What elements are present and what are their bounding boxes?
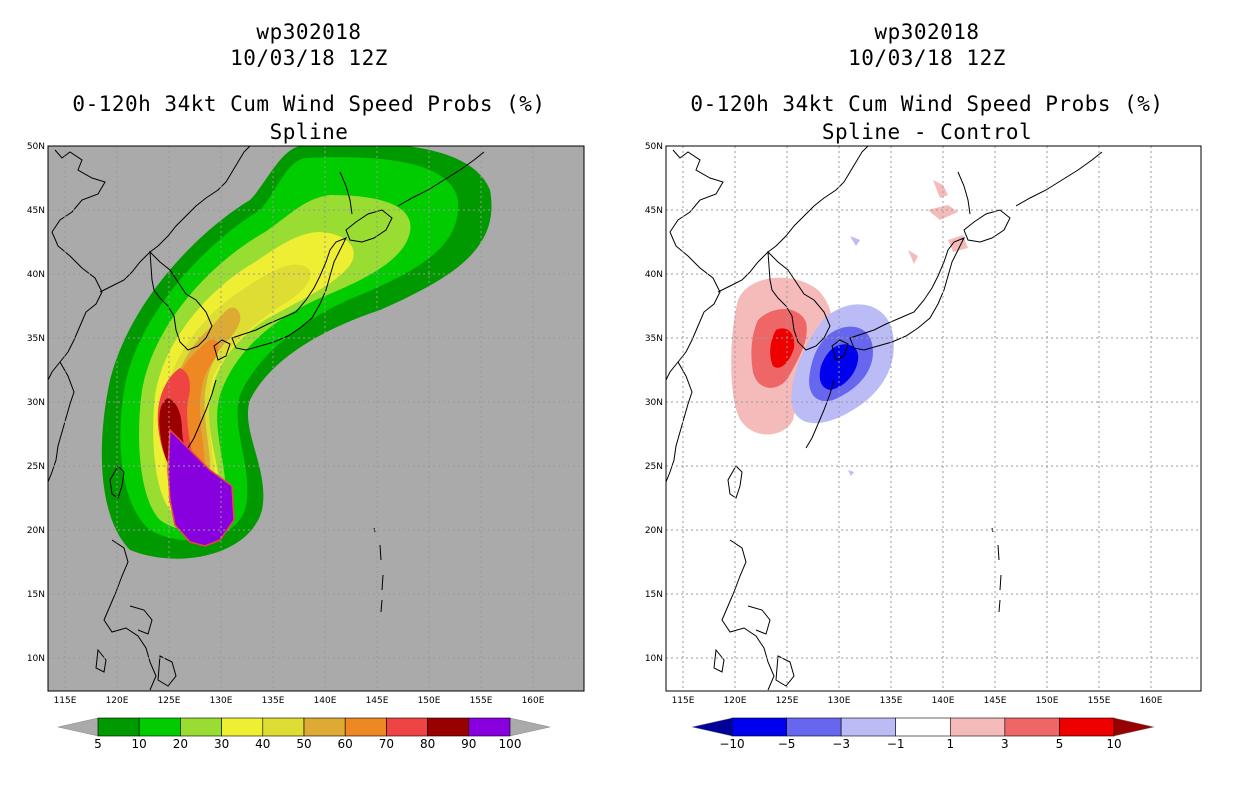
lat-tick-label: 35N (27, 334, 45, 344)
lon-tick-label: 125E (158, 696, 181, 706)
lon-tick-label: 155E (470, 696, 493, 706)
right-title-method: Spline - Control (821, 120, 1033, 144)
colorbar-swatch (180, 717, 222, 737)
colorbar-label: 50 (296, 737, 311, 751)
lon-tick-label: 150E (1036, 696, 1059, 706)
lon-tick-label: 135E (262, 696, 285, 706)
lon-tick-label: 140E (932, 696, 955, 706)
colorbar-label: −5 (778, 737, 796, 751)
lat-tick-label: 30N (27, 398, 45, 408)
lat-tick-label: 35N (645, 334, 663, 344)
colorbar-swatch (303, 717, 346, 737)
colorbar-label: 60 (338, 737, 353, 751)
lon-tick-label: 120E (724, 696, 747, 706)
lat-tick-label: 50N (27, 142, 45, 152)
lat-tick-label: 20N (645, 526, 663, 536)
lon-tick-label: 145E (984, 696, 1007, 706)
colorbar-low-triangle (57, 717, 99, 737)
colorbar-label: −1 (887, 737, 905, 751)
left-title-storm: wp302018 (256, 20, 362, 44)
lon-tick-label: 130E (828, 696, 851, 706)
lat-tick-label: 40N (27, 270, 45, 280)
right-gridlines (666, 146, 1201, 691)
lat-tick-label: 20N (27, 526, 45, 536)
lon-tick-label: 140E (314, 696, 337, 706)
colorbar-swatch (138, 717, 181, 737)
right-map (665, 145, 1202, 692)
left-title-method: Spline (269, 120, 349, 144)
lon-tick-label: 115E (54, 696, 77, 706)
lat-tick-label: 40N (645, 270, 663, 280)
left-title-date: 10/03/18 12Z (230, 46, 388, 70)
lat-tick-label: 15N (645, 590, 663, 600)
left-axis-labels: 115E 120E 125E 130E 135E 140E 145E 150E 155E 160E… (27, 142, 545, 706)
lat-tick-label: 10N (645, 654, 663, 664)
colorbar-label: −10 (719, 737, 744, 751)
right-title-storm: wp302018 (874, 20, 980, 44)
colorbar-swatch (949, 717, 1006, 737)
lon-tick-label: 150E (418, 696, 441, 706)
lat-tick-label: 45N (645, 206, 663, 216)
colorbar-swatch (344, 717, 387, 737)
colorbar-label: 5 (1056, 737, 1064, 751)
colorbar-swatch (468, 717, 511, 737)
colorbar-label: 10 (1106, 737, 1121, 751)
colorbar-swatch (840, 717, 897, 737)
right-title-date: 10/03/18 12Z (848, 46, 1006, 70)
lat-tick-label: 45N (27, 206, 45, 216)
right-axis-labels: 115E 120E 125E 130E 135E 140E 145E 150E 155E 160E… (645, 142, 1163, 706)
lat-tick-label: 25N (645, 462, 663, 472)
lon-tick-label: 145E (366, 696, 389, 706)
left-map-frame (47, 145, 585, 692)
right-colorbar: −10 −5 −3 −1 1 3 5 10 (691, 717, 1155, 751)
colorbar-swatch (221, 717, 264, 737)
lat-tick-label: 30N (645, 398, 663, 408)
colorbar-low-triangle (691, 717, 733, 737)
lon-tick-label: 115E (672, 696, 695, 706)
colorbar-label: −3 (832, 737, 850, 751)
colorbar-label: 70 (379, 737, 394, 751)
lon-tick-label: 135E (880, 696, 903, 706)
colorbar-label: 5 (94, 737, 102, 751)
colorbar-label: 30 (214, 737, 229, 751)
colorbar-swatch (731, 717, 787, 737)
contour-90 (167, 428, 235, 547)
colorbar-swatch (262, 717, 305, 737)
left-probability-contours (48, 146, 584, 691)
lon-tick-label: 130E (210, 696, 233, 706)
lat-tick-label: 15N (27, 590, 45, 600)
colorbar-label: 10 (132, 737, 147, 751)
lon-tick-label: 160E (1140, 696, 1163, 706)
lon-tick-label: 160E (522, 696, 545, 706)
left-map (47, 145, 585, 692)
colorbar-label: 20 (173, 737, 188, 751)
colorbar-label: 1 (946, 737, 954, 751)
right-map-frame (665, 145, 1202, 692)
lon-tick-label: 155E (1088, 696, 1111, 706)
colorbar-label: 40 (255, 737, 270, 751)
left-title-product: 0-120h 34kt Cum Wind Speed Probs (%) (72, 92, 546, 116)
lon-tick-label: 120E (106, 696, 129, 706)
colorbar-swatch (386, 717, 428, 737)
colorbar-high-triangle (1113, 717, 1155, 737)
colorbar-label: 80 (420, 737, 435, 751)
right-difference-contours (666, 146, 1201, 691)
left-colorbar: 5 10 20 30 40 50 60 70 80 90 100 (57, 717, 551, 751)
lat-tick-label: 25N (27, 462, 45, 472)
lon-tick-label: 125E (776, 696, 799, 706)
colorbar-swatch (427, 717, 470, 737)
lat-tick-label: 50N (645, 142, 663, 152)
colorbar-label: 100 (499, 737, 522, 751)
colorbar-swatch (1059, 717, 1115, 737)
colorbar-swatch (786, 717, 842, 737)
colorbar-swatch (1004, 717, 1060, 737)
lat-tick-label: 10N (27, 654, 45, 664)
colorbar-swatch (895, 717, 951, 737)
colorbar-swatch (97, 717, 140, 737)
colorbar-high-triangle (509, 717, 551, 737)
colorbar-label: 3 (1001, 737, 1009, 751)
right-title-product: 0-120h 34kt Cum Wind Speed Probs (%) (690, 92, 1164, 116)
colorbar-label: 90 (461, 737, 476, 751)
